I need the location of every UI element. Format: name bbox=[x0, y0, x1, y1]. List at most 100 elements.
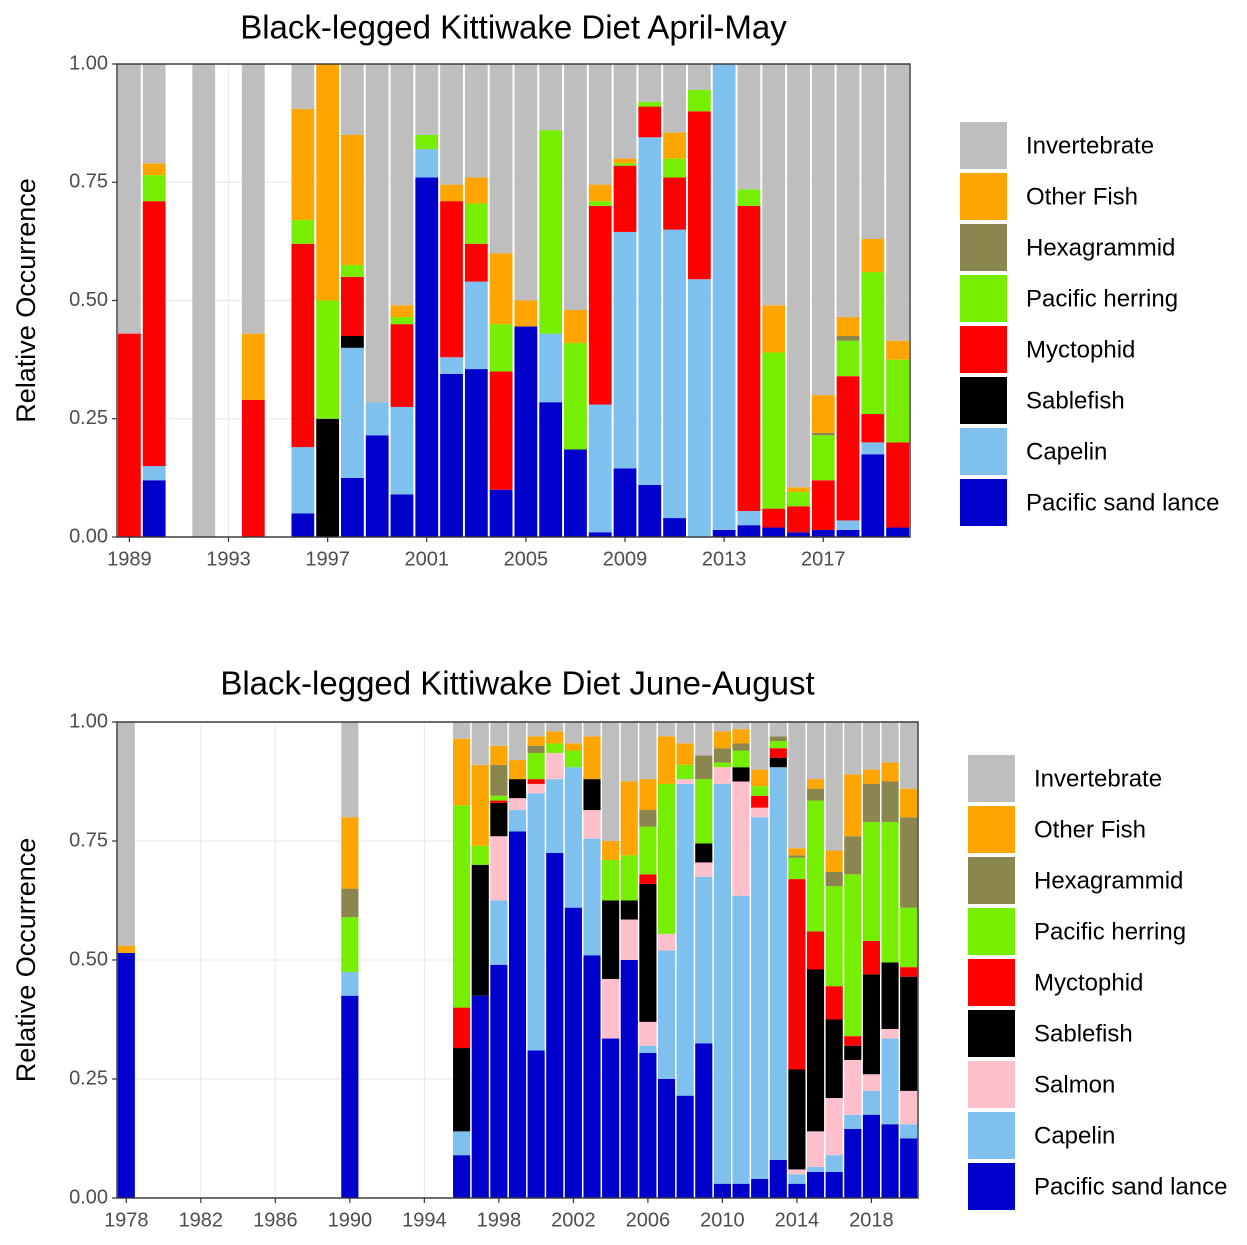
x-tick-label: 2010 bbox=[700, 1209, 745, 1231]
bar-segment bbox=[811, 395, 835, 433]
bar-segment bbox=[687, 111, 711, 280]
bar-segment bbox=[886, 442, 910, 528]
bar-segment bbox=[440, 373, 463, 537]
bar-segment bbox=[341, 335, 364, 348]
bar-segment bbox=[751, 817, 769, 1179]
bar-segment bbox=[639, 883, 657, 1022]
bar-segment bbox=[900, 722, 918, 789]
bar-segment bbox=[588, 404, 612, 533]
bar-segment bbox=[316, 64, 340, 301]
bar-segment bbox=[788, 855, 806, 858]
bar-segment bbox=[489, 64, 513, 254]
bar-segment bbox=[900, 907, 918, 968]
bar-segment bbox=[732, 895, 750, 1184]
bar-segment bbox=[713, 762, 731, 768]
bar-segment bbox=[620, 781, 638, 856]
bar-segment bbox=[844, 774, 862, 837]
bar-segment bbox=[862, 1114, 880, 1198]
bar-segment bbox=[676, 764, 694, 780]
bar-segment bbox=[881, 1029, 899, 1039]
bar-segment bbox=[471, 764, 489, 846]
bar-segment bbox=[639, 722, 657, 780]
bar-segment bbox=[844, 1114, 862, 1129]
x-tick-label: 2014 bbox=[775, 1209, 820, 1231]
bar-segment bbox=[564, 750, 582, 768]
bar-segment bbox=[806, 788, 825, 801]
bar-segment bbox=[762, 527, 786, 537]
bar-segment bbox=[508, 760, 527, 780]
bar-segment bbox=[788, 722, 806, 849]
bar-segment bbox=[341, 917, 359, 972]
bar-segment bbox=[886, 527, 910, 537]
legend-label: Salmon bbox=[1034, 1071, 1115, 1098]
bar-segment bbox=[769, 767, 787, 1160]
bar-segment bbox=[862, 1090, 880, 1115]
bar-segment bbox=[787, 506, 810, 533]
bar-segment bbox=[490, 745, 508, 765]
bar-segment bbox=[836, 520, 860, 530]
x-tick-label: 1997 bbox=[305, 548, 350, 570]
bar-segment bbox=[489, 489, 513, 537]
bar-segment bbox=[291, 220, 315, 244]
bar-segment bbox=[365, 402, 389, 436]
y-axis-label: Relative Occurrence bbox=[11, 178, 41, 423]
bar-segment bbox=[453, 1131, 471, 1156]
bar-segment bbox=[142, 466, 166, 481]
bar-segment bbox=[539, 402, 563, 537]
bar-segment bbox=[341, 265, 364, 277]
bar-segment bbox=[564, 343, 587, 450]
bar-segment bbox=[844, 836, 862, 875]
bar-segment bbox=[564, 767, 582, 908]
x-tick-label: 1978 bbox=[104, 1209, 149, 1231]
bar-segment bbox=[602, 860, 620, 901]
bar-segment bbox=[514, 64, 538, 301]
bar-segment bbox=[390, 317, 414, 325]
bar-segment bbox=[836, 529, 860, 537]
bar-segment bbox=[806, 931, 825, 970]
bar-segment bbox=[390, 64, 414, 306]
bar-segment bbox=[490, 964, 508, 1198]
bar-segment bbox=[762, 352, 786, 509]
bar-segment bbox=[341, 995, 359, 1198]
bar-segment bbox=[490, 764, 508, 796]
legend-swatch bbox=[960, 377, 1007, 424]
bar-segment bbox=[639, 826, 657, 875]
y-tick-label: 0.50 bbox=[69, 948, 108, 970]
bar-segment bbox=[527, 745, 545, 753]
bar-segment bbox=[687, 90, 711, 112]
bar-segment bbox=[862, 940, 880, 975]
bar-segment bbox=[762, 64, 786, 306]
bar-segment bbox=[489, 324, 513, 372]
bar-segment bbox=[142, 201, 166, 467]
bar-segment bbox=[415, 64, 439, 135]
bar-segment bbox=[365, 435, 389, 537]
bar-segment bbox=[713, 783, 731, 1184]
bar-segment bbox=[291, 513, 315, 537]
bar-segment bbox=[620, 919, 638, 960]
bar-segment bbox=[583, 810, 601, 839]
bar-segment bbox=[825, 886, 843, 987]
bar-segment bbox=[464, 64, 488, 178]
bar-segment bbox=[620, 960, 638, 1198]
bar-segment bbox=[464, 203, 488, 244]
bar-segment bbox=[900, 967, 918, 977]
bar-segment bbox=[806, 1167, 825, 1172]
legend-label: Capelin bbox=[1034, 1122, 1115, 1149]
y-tick-label: 0.75 bbox=[69, 829, 108, 851]
bar-segment bbox=[508, 779, 527, 799]
bar-segment bbox=[453, 1155, 471, 1198]
bar-segment bbox=[862, 974, 880, 1075]
legend-swatch bbox=[968, 959, 1015, 1006]
bar-segment bbox=[713, 731, 731, 749]
bar-segment bbox=[862, 783, 880, 822]
bar-segment bbox=[341, 347, 364, 478]
bar-segment bbox=[583, 779, 601, 811]
bar-segment bbox=[712, 64, 736, 530]
bar-segment bbox=[440, 64, 463, 185]
bar-segment bbox=[471, 845, 489, 865]
bar-segment bbox=[713, 748, 731, 763]
y-tick-label: 1.00 bbox=[69, 52, 108, 74]
bar-segment bbox=[788, 848, 806, 856]
bar-segment bbox=[490, 836, 508, 901]
bar-segment bbox=[713, 767, 731, 784]
